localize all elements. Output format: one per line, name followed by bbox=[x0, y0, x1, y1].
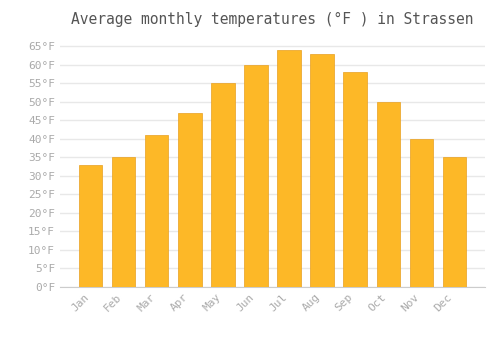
Title: Average monthly temperatures (°F ) in Strassen: Average monthly temperatures (°F ) in St… bbox=[72, 12, 474, 27]
Bar bbox=[244, 65, 268, 287]
Bar bbox=[178, 113, 202, 287]
Bar bbox=[146, 135, 169, 287]
Bar bbox=[442, 157, 466, 287]
Bar bbox=[410, 139, 432, 287]
Bar bbox=[80, 165, 102, 287]
Bar bbox=[278, 50, 300, 287]
Bar bbox=[344, 72, 366, 287]
Bar bbox=[112, 157, 136, 287]
Bar bbox=[212, 83, 234, 287]
Bar bbox=[310, 54, 334, 287]
Bar bbox=[376, 102, 400, 287]
